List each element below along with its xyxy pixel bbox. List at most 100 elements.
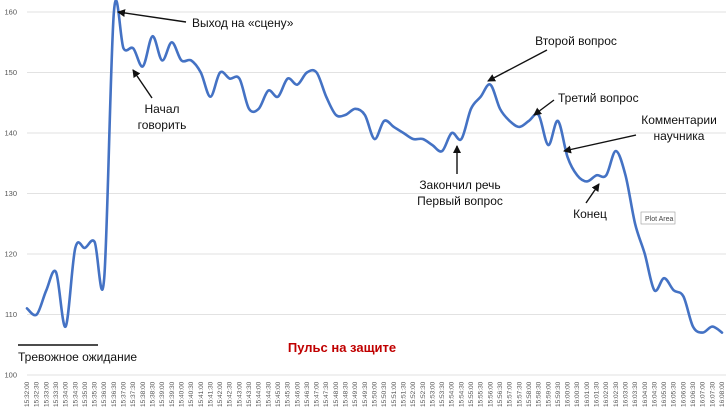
x-tick-label: 15:41:00	[198, 381, 205, 407]
y-tick-label: 140	[4, 129, 17, 138]
x-tick-label: 15:48:30	[343, 381, 350, 407]
x-tick-label: 15:47:00	[314, 381, 321, 407]
x-tick-label: 15:58:30	[536, 381, 543, 407]
waiting-label: Тревожное ожидание	[18, 350, 137, 364]
x-tick-label: 15:35:30	[92, 381, 99, 407]
x-tick-label: 15:54:00	[449, 381, 456, 407]
x-tick-label: 16:01:00	[584, 381, 591, 407]
tooltip-text: Plot Area	[645, 216, 674, 223]
gridlines	[27, 11, 726, 376]
x-tick-label: 15:46:00	[294, 381, 301, 407]
x-tick-label: 15:35:00	[82, 381, 89, 407]
annotation-label: Конец	[573, 207, 607, 221]
x-tick-label: 15:42:00	[217, 381, 224, 407]
y-tick-label: 120	[4, 250, 17, 259]
x-tick-label: 15:56:00	[487, 381, 494, 407]
x-tick-label: 16:08:00	[719, 381, 726, 407]
y-axis-ticks: 100 110 120 130 140 150 160	[4, 8, 17, 380]
x-tick-label: 15:39:00	[159, 381, 166, 407]
y-tick-label: 150	[4, 68, 17, 77]
x-tick-label: 15:38:30	[149, 381, 156, 407]
x-tick-label: 15:53:00	[429, 381, 436, 407]
annotation-label: Закончил речь Первый вопрос	[417, 178, 503, 208]
x-tick-label: 15:49:30	[362, 381, 369, 407]
x-tick-label: 15:57:30	[516, 381, 523, 407]
x-tick-label: 16:07:30	[709, 381, 716, 407]
x-tick-label: 15:55:00	[468, 381, 475, 407]
x-tick-label: 15:38:00	[140, 381, 147, 407]
x-tick-label: 15:32:00	[24, 381, 31, 407]
x-tick-label: 15:42:30	[227, 381, 234, 407]
x-tick-label: 15:51:00	[391, 381, 398, 407]
x-tick-label: 15:37:30	[130, 381, 137, 407]
x-tick-label: 15:53:30	[439, 381, 446, 407]
x-tick-label: 16:01:30	[594, 381, 601, 407]
x-tick-label: 16:02:30	[613, 381, 620, 407]
annotation-label: Третий вопрос	[558, 91, 639, 105]
annotation-label: Комментарии научника	[641, 113, 717, 143]
x-tick-label: 15:39:30	[169, 381, 176, 407]
x-tick-label: 15:59:30	[555, 381, 562, 407]
x-tick-label: 15:34:00	[63, 381, 70, 407]
y-tick-label: 160	[4, 8, 17, 17]
x-tick-label: 15:44:00	[256, 381, 263, 407]
x-tick-label: 16:07:00	[700, 381, 707, 407]
x-tick-label: 16:03:30	[632, 381, 639, 407]
x-tick-label: 15:33:30	[53, 381, 60, 407]
x-tick-label: 16:04:00	[642, 381, 649, 407]
x-tick-label: 16:00:30	[574, 381, 581, 407]
y-tick-label: 110	[5, 310, 17, 319]
x-tick-label: 16:05:30	[671, 381, 678, 407]
chart-subtitle: Пульс на защите	[288, 340, 396, 355]
x-tick-label: 15:32:30	[34, 381, 41, 407]
plot-area-tooltip: Plot Area	[640, 211, 676, 225]
x-tick-label: 15:40:30	[188, 381, 195, 407]
x-tick-label: 15:52:30	[420, 381, 427, 407]
x-tick-label: 16:00:00	[565, 381, 572, 407]
x-tick-label: 15:50:30	[381, 381, 388, 407]
x-tick-label: 15:37:00	[121, 381, 128, 407]
x-tick-label: 15:57:00	[507, 381, 514, 407]
x-tick-label: 16:06:30	[690, 381, 697, 407]
annotation-label: Начал говорить	[138, 102, 187, 132]
x-tick-label: 15:34:30	[72, 381, 79, 407]
x-tick-label: 15:47:30	[323, 381, 330, 407]
x-tick-label: 15:54:30	[458, 381, 465, 407]
annotation-label: Выход на «сцену»	[192, 16, 294, 30]
x-tick-label: 16:03:00	[622, 381, 629, 407]
annotation-arrow	[487, 49, 548, 82]
x-tick-label: 15:33:00	[43, 381, 50, 407]
x-tick-label: 15:55:30	[478, 381, 485, 407]
x-tick-label: 16:02:00	[603, 381, 610, 407]
annotation-arrow	[563, 134, 637, 154]
x-tick-label: 15:40:00	[178, 381, 185, 407]
x-tick-label: 15:59:00	[545, 381, 552, 407]
x-tick-label: 15:36:30	[111, 381, 118, 407]
x-tick-label: 15:52:00	[410, 381, 417, 407]
annotation-label: Второй вопрос	[535, 34, 617, 48]
x-tick-label: 15:36:00	[101, 381, 108, 407]
x-tick-label: 15:51:30	[400, 381, 407, 407]
annotation-arrow	[132, 69, 153, 99]
y-tick-label: 100	[4, 371, 17, 380]
x-tick-label: 15:50:00	[372, 381, 379, 407]
x-tick-label: 16:04:30	[651, 381, 658, 407]
annotation-arrow	[533, 99, 555, 116]
x-tick-label: 16:05:00	[661, 381, 668, 407]
x-tick-label: 15:56:30	[497, 381, 504, 407]
x-tick-label: 15:45:00	[275, 381, 282, 407]
x-tick-label: 15:43:30	[246, 381, 253, 407]
y-tick-label: 130	[4, 189, 17, 198]
annotations: Выход на «сцену» Начал говорить Второй вопр…	[117, 9, 717, 221]
x-tick-label: 15:44:30	[265, 381, 272, 407]
x-axis-ticks: 15:32:00 15:32:30 15:33:00 15:33:30 15:34:00…	[24, 381, 726, 407]
x-tick-label: 15:41:30	[207, 381, 214, 407]
x-tick-label: 15:49:00	[352, 381, 359, 407]
annotation-arrow	[585, 183, 600, 204]
x-tick-label: 15:58:00	[526, 381, 533, 407]
annotation-arrow	[117, 9, 187, 23]
x-tick-label: 16:06:00	[680, 381, 687, 407]
x-tick-label: 15:45:30	[285, 381, 292, 407]
x-tick-label: 15:43:00	[236, 381, 243, 407]
